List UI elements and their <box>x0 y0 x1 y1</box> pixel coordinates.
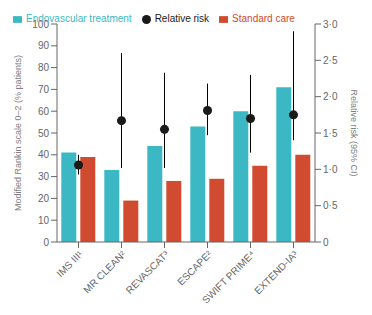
svg-text:3·0: 3·0 <box>323 19 338 30</box>
svg-text:MR CLEAN²: MR CLEAN² <box>81 248 128 295</box>
svg-text:30: 30 <box>38 171 50 182</box>
svg-text:1·0: 1·0 <box>323 164 338 175</box>
svg-text:REVASCAT³: REVASCAT³ <box>124 248 172 296</box>
svg-text:70: 70 <box>38 84 50 95</box>
svg-text:ESCAPE²: ESCAPE² <box>175 248 214 287</box>
svg-text:20: 20 <box>38 193 50 204</box>
svg-text:Modified Rankin scale 0–2 (% p: Modified Rankin scale 0–2 (% patients) <box>13 55 23 211</box>
svg-text:EXTEND-IA³: EXTEND-IA³ <box>252 248 300 296</box>
svg-text:2·5: 2·5 <box>323 55 338 66</box>
svg-text:SWIFT PRIME⁴: SWIFT PRIME⁴ <box>200 249 257 306</box>
svg-text:50: 50 <box>38 128 50 139</box>
svg-text:100: 100 <box>32 19 49 30</box>
svg-text:0: 0 <box>43 237 49 248</box>
svg-text:10: 10 <box>38 215 50 226</box>
svg-text:IMS III¹: IMS III¹ <box>54 248 85 279</box>
svg-text:1·5: 1·5 <box>323 128 338 139</box>
svg-text:0·5: 0·5 <box>323 200 338 211</box>
svg-text:40: 40 <box>38 149 50 160</box>
svg-text:80: 80 <box>38 62 50 73</box>
svg-text:2·0: 2·0 <box>323 91 338 102</box>
svg-text:60: 60 <box>38 106 50 117</box>
svg-text:90: 90 <box>38 40 50 51</box>
svg-text:Relative risk (95% CI): Relative risk (95% CI) <box>349 89 359 176</box>
svg-text:0: 0 <box>323 237 329 248</box>
